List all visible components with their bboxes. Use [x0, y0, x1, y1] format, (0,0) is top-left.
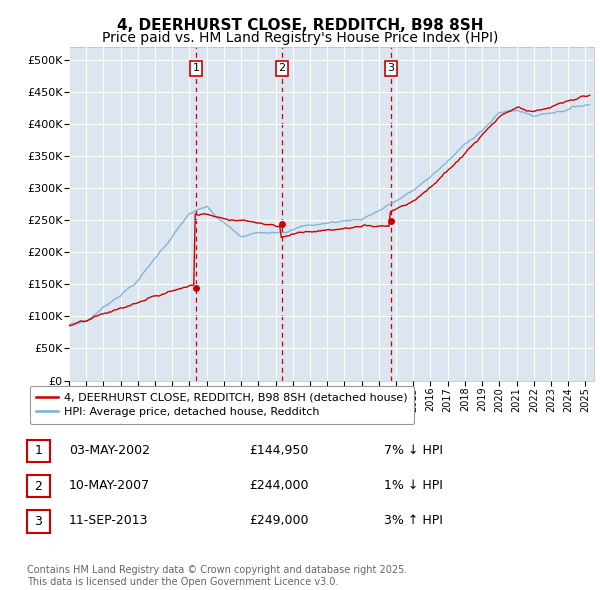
- Text: 03-MAY-2002: 03-MAY-2002: [69, 444, 150, 457]
- Text: 10-MAY-2007: 10-MAY-2007: [69, 479, 150, 492]
- Text: Price paid vs. HM Land Registry's House Price Index (HPI): Price paid vs. HM Land Registry's House …: [102, 31, 498, 45]
- Legend: 4, DEERHURST CLOSE, REDDITCH, B98 8SH (detached house), HPI: Average price, deta: 4, DEERHURST CLOSE, REDDITCH, B98 8SH (d…: [29, 386, 414, 424]
- Text: 4, DEERHURST CLOSE, REDDITCH, B98 8SH: 4, DEERHURST CLOSE, REDDITCH, B98 8SH: [117, 18, 483, 32]
- Text: 7% ↓ HPI: 7% ↓ HPI: [384, 444, 443, 457]
- Text: 3: 3: [388, 63, 395, 73]
- Text: 2: 2: [278, 63, 286, 73]
- Text: £144,950: £144,950: [249, 444, 308, 457]
- Text: Contains HM Land Registry data © Crown copyright and database right 2025.
This d: Contains HM Land Registry data © Crown c…: [27, 565, 407, 587]
- Text: 1: 1: [34, 444, 43, 457]
- Text: £244,000: £244,000: [249, 479, 308, 492]
- Text: 1% ↓ HPI: 1% ↓ HPI: [384, 479, 443, 492]
- Text: £249,000: £249,000: [249, 514, 308, 527]
- Text: 3% ↑ HPI: 3% ↑ HPI: [384, 514, 443, 527]
- Text: 3: 3: [34, 515, 43, 528]
- Text: 11-SEP-2013: 11-SEP-2013: [69, 514, 149, 527]
- Text: 1: 1: [193, 63, 199, 73]
- Text: 2: 2: [34, 480, 43, 493]
